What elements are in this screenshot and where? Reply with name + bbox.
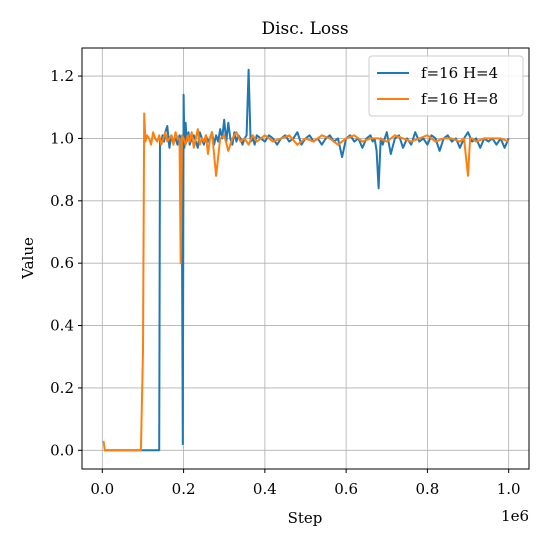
y-tick-label: 0.2 — [50, 379, 74, 397]
x-axis-label: Step — [288, 509, 323, 527]
x-tick-label: 0.0 — [90, 480, 114, 498]
x-tick-label: 0.8 — [415, 480, 439, 498]
x-tick-label: 0.6 — [334, 480, 358, 498]
y-tick-label: 1.2 — [50, 67, 74, 85]
series-line-2 — [102, 112, 510, 452]
chart-title: Disc. Loss — [261, 19, 348, 39]
x-tick-label: 0.2 — [172, 480, 196, 498]
legend: f=16 H=4 f=16 H=8 — [368, 55, 524, 117]
series-layer — [102, 68, 510, 452]
legend-label: f=16 H=4 — [421, 64, 498, 82]
x-tick-label: 1.0 — [497, 480, 521, 498]
y-tick-label: 0.4 — [50, 317, 74, 335]
x-tick-label: 0.4 — [253, 480, 277, 498]
plot-frame — [81, 47, 530, 470]
legend-box — [368, 55, 524, 117]
y-tick-label: 0.6 — [50, 254, 74, 272]
x-axis-offset-label: 1e6 — [501, 507, 529, 525]
ticks: 0.0 0.2 0.4 0.6 0.8 1.0 0.0 0.2 0.4 0.6 0.8 1.0 1.2 — [50, 67, 520, 498]
y-tick-label: 1.0 — [50, 129, 74, 147]
y-axis-label: Value — [19, 237, 37, 280]
y-tick-label: 0.8 — [50, 192, 74, 210]
legend-label: f=16 H=8 — [421, 90, 498, 108]
y-tick-label: 0.0 — [50, 441, 74, 459]
